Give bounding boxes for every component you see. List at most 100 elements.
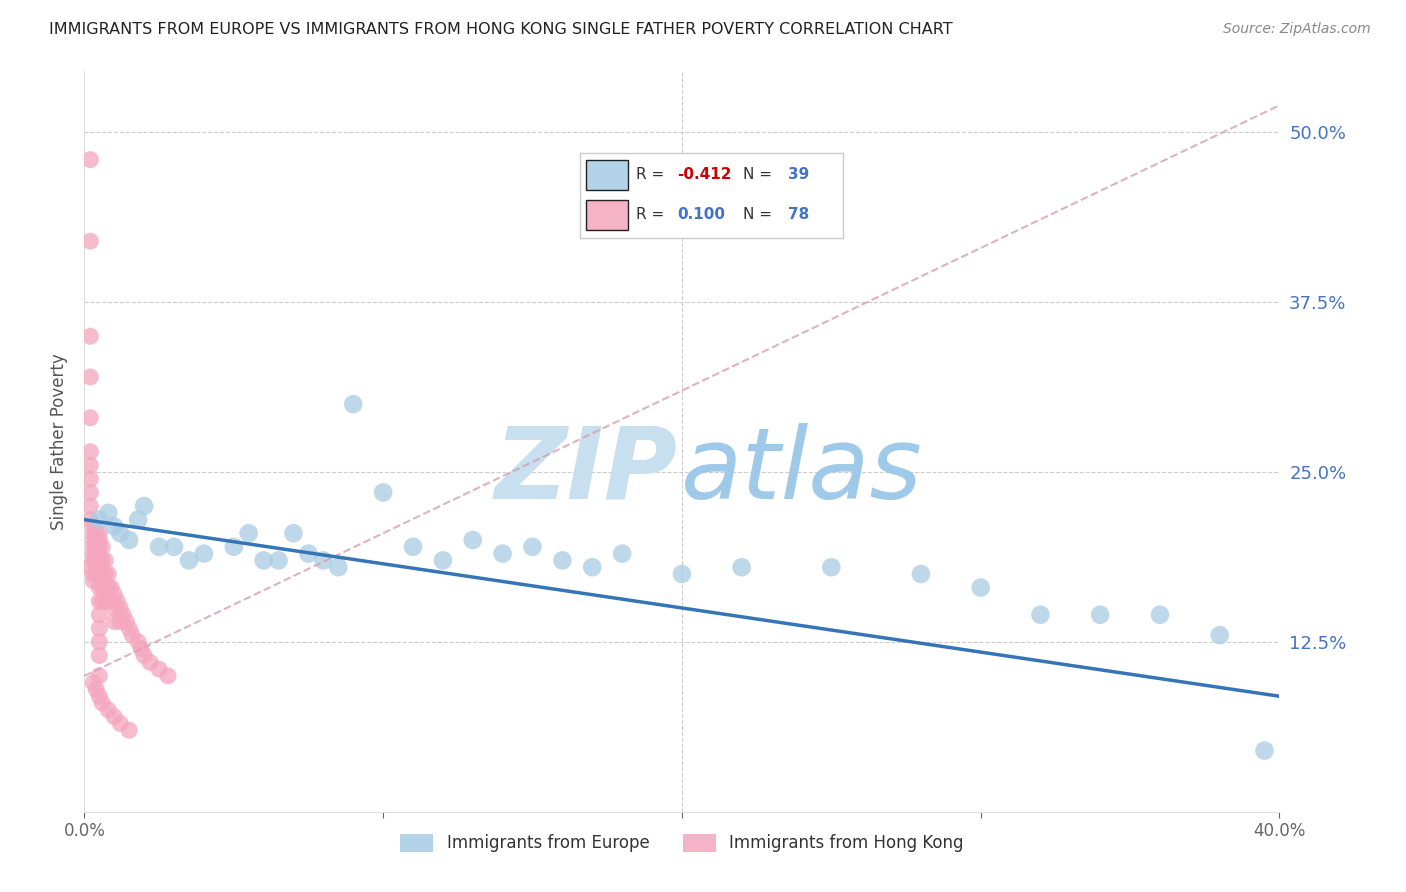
Point (79, 329, 101, 343)
Point (89, 594, 111, 608)
Point (89, 648, 111, 663)
Point (91, 696, 114, 710)
Point (100, 581, 122, 595)
Point (89, 669, 111, 683)
Point (82, 553, 104, 567)
Point (89, 566, 111, 581)
Point (86, 560, 108, 574)
Point (492, 547, 515, 561)
Point (94, 594, 117, 608)
Point (91, 566, 114, 581)
Point (373, 485, 395, 500)
Point (79, 458, 101, 473)
Point (522, 540, 544, 554)
Point (105, 594, 128, 608)
Point (103, 709, 125, 723)
Point (89, 526, 111, 541)
Point (148, 540, 170, 554)
Point (148, 662, 170, 676)
Point (402, 540, 425, 554)
Point (86, 533, 108, 547)
Point (297, 547, 319, 561)
Point (163, 540, 186, 554)
Point (110, 526, 132, 541)
Point (461, 533, 484, 547)
Point (127, 635, 149, 649)
Point (581, 560, 603, 574)
Point (82, 675, 104, 690)
Point (238, 526, 260, 541)
Point (132, 499, 156, 513)
Point (86, 553, 108, 567)
Point (118, 723, 141, 738)
Point (86, 566, 108, 581)
Point (177, 553, 200, 567)
Point (110, 601, 132, 615)
Point (115, 615, 138, 629)
Point (82, 526, 104, 541)
Point (112, 607, 135, 622)
Point (731, 560, 754, 574)
Point (91, 581, 114, 595)
Point (222, 540, 245, 554)
Point (1090, 607, 1112, 622)
Point (91, 594, 114, 608)
Text: IMMIGRANTS FROM EUROPE VS IMMIGRANTS FROM HONG KONG SINGLE FATHER POVERTY CORREL: IMMIGRANTS FROM EUROPE VS IMMIGRANTS FRO… (49, 22, 953, 37)
Point (103, 601, 125, 615)
Text: Source: ZipAtlas.com: Source: ZipAtlas.com (1223, 22, 1371, 37)
Point (86, 526, 108, 541)
Point (79, 234, 101, 248)
Y-axis label: Single Father Poverty: Single Father Poverty (51, 353, 69, 530)
Text: ZIP: ZIP (495, 423, 678, 520)
Point (89, 690, 111, 704)
Point (103, 587, 125, 601)
Point (283, 526, 305, 541)
Point (342, 397, 364, 411)
Point (82, 519, 104, 533)
Point (79, 444, 101, 458)
Point (100, 594, 122, 608)
Point (253, 553, 276, 567)
Point (97, 703, 120, 717)
Point (89, 635, 111, 649)
Point (86, 540, 108, 554)
Point (328, 560, 350, 574)
Point (97, 566, 120, 581)
Point (103, 615, 125, 629)
Point (110, 615, 132, 629)
Point (89, 581, 111, 595)
Point (110, 716, 132, 731)
Point (89, 540, 111, 554)
Point (94, 581, 117, 595)
Point (86, 682, 108, 697)
Legend: Immigrants from Europe, Immigrants from Hong Kong: Immigrants from Europe, Immigrants from … (394, 827, 970, 859)
Point (1029, 607, 1052, 622)
Point (312, 553, 335, 567)
Point (91, 540, 114, 554)
Point (129, 641, 152, 656)
Point (79, 560, 101, 574)
Point (132, 648, 156, 663)
Point (118, 533, 141, 547)
Point (79, 472, 101, 486)
Point (82, 574, 104, 588)
Point (97, 506, 120, 520)
Point (1209, 628, 1232, 642)
Point (86, 547, 108, 561)
Point (103, 519, 125, 533)
Point (89, 533, 111, 547)
Point (94, 553, 117, 567)
Point (910, 566, 932, 581)
Point (79, 485, 101, 500)
Point (97, 594, 120, 608)
Point (551, 553, 574, 567)
Point (82, 540, 104, 554)
Point (79, 370, 101, 384)
Point (1253, 743, 1275, 757)
Point (79, 410, 101, 425)
Point (79, 513, 101, 527)
Point (432, 553, 454, 567)
Point (89, 621, 111, 635)
Text: atlas: atlas (681, 423, 922, 520)
Point (970, 581, 993, 595)
